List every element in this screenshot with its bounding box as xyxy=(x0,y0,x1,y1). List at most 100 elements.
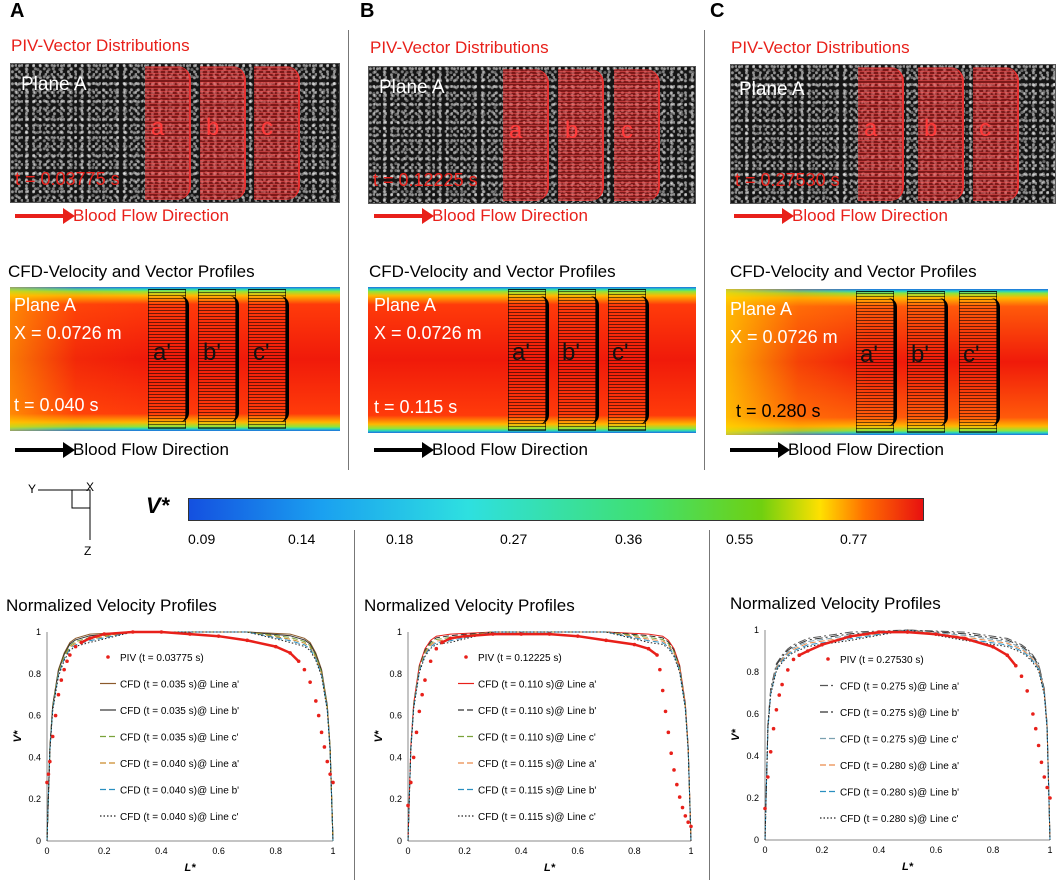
piv-data-point xyxy=(322,745,327,749)
piv-data-point xyxy=(56,692,61,697)
legend-entry: PIV (t = 0.27530 s) xyxy=(840,655,924,666)
velocity-chart-a: 0 0.2 0.4 0.6 0.8 1 0 0.2 0.4 0.6 0.8 1 L* V* PIV (t =… xyxy=(12,627,336,874)
y-axis-label: V* xyxy=(730,728,742,740)
piv-line-label-c: c xyxy=(621,117,633,144)
x-tick-label: 0.8 xyxy=(628,846,641,856)
piv-data-point xyxy=(68,653,72,657)
y-tick-label: 0 xyxy=(36,836,41,846)
cfd-line-label-c: c' xyxy=(253,339,270,366)
piv-data-point xyxy=(65,659,69,664)
y-tick-label: 0.4 xyxy=(28,752,41,762)
flow-label: Blood Flow Direction xyxy=(788,440,944,459)
piv-data-point xyxy=(314,699,318,703)
y-tick-label: 0.8 xyxy=(389,669,402,679)
piv-data-point xyxy=(791,657,796,662)
cfd-x-label-c: X = 0.0726 m xyxy=(730,327,838,347)
piv-flow-direction-b: Blood Flow Direction xyxy=(374,206,588,226)
piv-data-point xyxy=(409,780,413,785)
piv-plane-label-a: Plane A xyxy=(21,74,87,95)
cfd-series-line xyxy=(46,631,334,842)
piv-data-point xyxy=(786,668,790,672)
flow-label: Blood Flow Direction xyxy=(73,440,229,459)
legend-entry: CFD (t = 0.280 s)@ Line c' xyxy=(840,814,959,825)
x-tick-label: 0.2 xyxy=(816,845,829,855)
piv-data-point xyxy=(763,806,767,811)
piv-data-point xyxy=(658,667,662,672)
cfd-band-a xyxy=(148,289,189,429)
legend-entry: CFD (t = 0.115 s)@ Line b' xyxy=(478,786,596,797)
flow-label: Blood Flow Direction xyxy=(73,206,229,225)
flow-label: Blood Flow Direction xyxy=(432,440,588,459)
piv-data-point xyxy=(1031,712,1035,716)
colorbar-tick: 0.18 xyxy=(386,531,414,547)
piv-data-point xyxy=(319,730,324,735)
piv-flow-direction-a: Blood Flow Direction xyxy=(15,206,229,226)
cfd-title-c: CFD-Velocity and Vector Profiles xyxy=(730,262,977,281)
y-tick-label: 1 xyxy=(397,627,402,637)
plot-title-b: Normalized Velocity Profiles xyxy=(364,596,575,615)
cfd-plane-label-b: Plane A xyxy=(374,295,437,315)
piv-data-point xyxy=(1048,796,1052,800)
piv-data-point xyxy=(59,678,64,682)
cfd-line-label-a: a' xyxy=(512,339,530,366)
piv-data-point xyxy=(689,824,693,829)
y-tick-label: 0.2 xyxy=(746,793,759,803)
legend-entry: CFD (t = 0.035 s)@ Line a' xyxy=(120,680,239,691)
cfd-title-b: CFD-Velocity and Vector Profiles xyxy=(369,262,616,281)
colorbar-tick: 0.09 xyxy=(188,531,216,547)
arrow-right-icon xyxy=(15,442,75,458)
piv-data-point xyxy=(53,713,58,718)
y-tick-label: 0.8 xyxy=(746,667,759,677)
y-axis-label: V* xyxy=(373,730,385,742)
legend-entry: CFD (t = 0.040 s)@ Line c' xyxy=(120,812,239,823)
legend-entry: CFD (t = 0.040 s)@ Line b' xyxy=(120,786,239,797)
legend-entry: CFD (t = 0.035 s)@ Line c' xyxy=(120,733,239,744)
cfd-band-c xyxy=(608,289,649,431)
cfd-band-c xyxy=(248,289,289,429)
piv-profile-b-b xyxy=(558,69,604,201)
piv-data-point xyxy=(1025,689,1029,693)
velocity-chart-c: 0 0.2 0.4 0.6 0.8 1 0 0.2 0.4 0.6 0.8 1 L* V* PIV (t =… xyxy=(730,625,1053,873)
x-tick-label: 1 xyxy=(330,846,335,856)
x-tick-label: 0 xyxy=(405,846,410,856)
x-tick-label: 1 xyxy=(688,846,693,856)
x-axis-label: L* xyxy=(902,861,914,873)
cfd-series-line xyxy=(407,631,692,842)
piv-data-point xyxy=(1036,743,1041,748)
cfd-image-b: Plane A X = 0.0726 m t = 0.115 s a' b' c… xyxy=(368,287,696,433)
legend-entry: CFD (t = 0.110 s)@ Line c' xyxy=(478,733,596,744)
cfd-x-label-b: X = 0.0726 m xyxy=(374,323,482,343)
axis-x-label: X xyxy=(86,480,95,494)
cfd-flow-direction-a: Blood Flow Direction xyxy=(15,440,229,460)
cfd-series-line xyxy=(764,629,1051,841)
axis-y-label: Y xyxy=(28,482,37,496)
legend-entry: CFD (t = 0.275 s)@ Line b' xyxy=(840,708,959,719)
x-tick-label: 0.8 xyxy=(270,846,283,856)
x-tick-label: 0.8 xyxy=(987,845,1000,855)
y-tick-label: 0.2 xyxy=(28,794,41,804)
piv-time-c: t = 0.27530 s xyxy=(735,170,840,190)
piv-data-point xyxy=(1019,674,1024,678)
x-axis-label: L* xyxy=(185,862,197,874)
cfd-line-label-b: b' xyxy=(562,339,580,366)
piv-title-b: PIV-Vector Distributions xyxy=(370,38,549,57)
x-tick-label: 0 xyxy=(762,845,767,855)
x-tick-label: 0.2 xyxy=(458,846,471,856)
y-tick-label: 0.2 xyxy=(389,794,402,804)
cfd-time-b: t = 0.115 s xyxy=(374,397,458,417)
cfd-image-c: Plane A X = 0.0726 m t = 0.280 s a' b' c… xyxy=(726,289,1048,435)
y-axis-label: V* xyxy=(12,730,24,742)
piv-data-point xyxy=(302,667,307,672)
x-tick-label: 0.4 xyxy=(873,845,886,855)
cfd-band-b xyxy=(907,291,948,433)
legend-entry: CFD (t = 0.040 s)@ Line a' xyxy=(120,759,239,770)
divider-bc-bottom xyxy=(709,530,710,880)
cfd-line-label-a: a' xyxy=(860,341,878,368)
piv-data-point xyxy=(434,646,439,651)
arrow-right-icon xyxy=(730,442,790,458)
coordinate-axes: Y X Z xyxy=(10,480,120,570)
piv-data-point xyxy=(331,780,335,785)
piv-data-point xyxy=(771,726,776,731)
y-tick-label: 1 xyxy=(36,627,41,637)
piv-data-point xyxy=(677,795,682,799)
